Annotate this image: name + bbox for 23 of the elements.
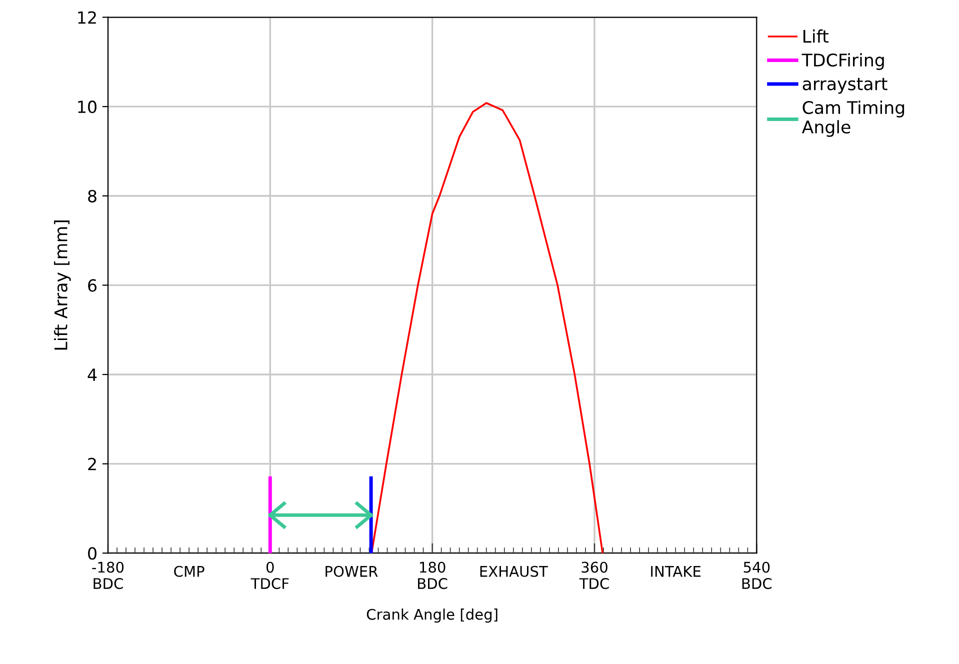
- y-tick-label: 8: [88, 190, 96, 202]
- x-tick-label: 180 BDC: [418, 562, 448, 590]
- legend-label: Lift: [803, 29, 828, 43]
- y-tick-label: 6: [88, 279, 97, 292]
- line-series: [370, 102, 604, 554]
- y-tick-label: 12: [78, 11, 96, 24]
- y-tick-label: 10: [78, 100, 96, 114]
- y-tick-label: 4: [88, 368, 97, 381]
- text: INTAKE: [651, 566, 701, 577]
- y-tick-label: 0: [88, 547, 96, 560]
- text: CMP: [174, 566, 204, 577]
- x-tick-label: -180 BDC: [92, 562, 124, 590]
- text: POWER: [326, 566, 378, 577]
- text: EXHAUST: [480, 566, 548, 577]
- legend-label: arraystart: [802, 78, 888, 94]
- x-tick-label: 360 TDC: [579, 562, 609, 590]
- legend-label: Cam Timing Angle: [802, 100, 904, 137]
- x-tick-label: 0 TDCF: [250, 562, 289, 590]
- y-tick-label: 2: [88, 458, 96, 470]
- x-tick-label: 540 BDC: [742, 562, 772, 590]
- legend-label: TDCFiring: [802, 53, 884, 70]
- x-axis-title: Crank Angle [deg]: [366, 608, 498, 623]
- y-axis-title: Lift Array [mm]: [54, 220, 71, 350]
